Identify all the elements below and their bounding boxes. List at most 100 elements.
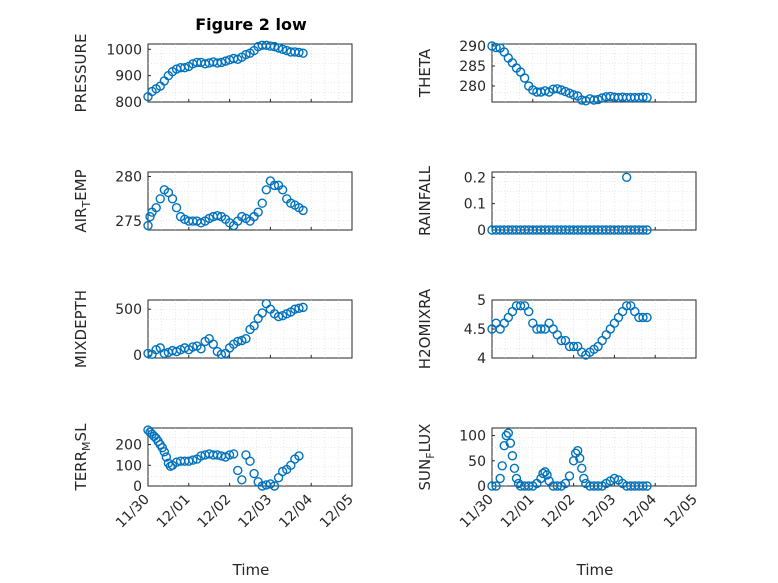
sun-flux-point xyxy=(503,428,514,438)
pressure-point xyxy=(220,56,231,66)
sun-flux-point xyxy=(638,481,648,491)
mixdepth-point xyxy=(159,348,170,359)
y-tick-label: 100 xyxy=(459,429,486,445)
y-tick-label: 4.5 xyxy=(464,322,486,338)
sun-flux-point xyxy=(509,463,520,474)
mixdepth-point xyxy=(257,308,267,318)
mixdepth-point xyxy=(216,349,227,360)
terr-msl-point xyxy=(245,456,255,466)
theta-point xyxy=(638,92,648,102)
terr-msl-point xyxy=(294,451,304,461)
y-tick-label: 285 xyxy=(459,59,486,75)
y-tick-label: 0 xyxy=(133,479,142,495)
y-tick-label: 280 xyxy=(459,79,486,95)
y-tick-label: 275 xyxy=(115,214,142,230)
theta-point xyxy=(568,90,579,100)
mixdepth-point xyxy=(208,339,218,349)
sun-flux-point xyxy=(497,461,507,471)
h2omixra-point xyxy=(568,341,579,352)
air-temp-y-label: AIRTEMP xyxy=(72,169,93,232)
pressure-grid xyxy=(148,44,352,102)
y-tick-label: 1000 xyxy=(106,42,142,58)
x-tick-label: 12/03 xyxy=(235,492,275,532)
h2omixra-y-label: H2OMIXRA xyxy=(416,288,434,369)
rainfall-point xyxy=(638,225,648,235)
pressure-y-label: PRESSURE xyxy=(72,34,90,113)
pressure-point xyxy=(294,47,304,58)
rainfall-panel: 0 0.1 0.2 RAINFALL xyxy=(416,165,697,239)
y-tick-label: 4 xyxy=(477,351,486,367)
terr-msl-point xyxy=(224,450,235,460)
sun-flux-point xyxy=(524,481,534,491)
mixdepth-point xyxy=(294,303,304,313)
air-temp-point xyxy=(277,185,288,195)
x-tick-label: 12/04 xyxy=(620,491,660,531)
mixdepth-point xyxy=(273,311,284,322)
pressure-point xyxy=(216,57,227,68)
sun-flux-point xyxy=(552,481,562,491)
h2omixra-point xyxy=(536,324,546,334)
sun-flux-point xyxy=(501,430,511,441)
pressure-point xyxy=(269,41,280,52)
terr-msl-point xyxy=(228,449,239,459)
sun-flux-point xyxy=(577,463,587,474)
sun-flux-point xyxy=(513,478,524,489)
theta-point xyxy=(552,84,562,94)
pressure-point xyxy=(241,49,251,60)
air-temp-point xyxy=(212,211,223,221)
y-tick-label: 50 xyxy=(468,454,486,470)
h2omixra-point xyxy=(524,306,534,317)
air-temp-point xyxy=(155,194,165,204)
x-axis-label-left: Time xyxy=(232,561,270,579)
sun-flux-point xyxy=(538,468,548,479)
sun-flux-point xyxy=(542,470,552,480)
sun-flux-point xyxy=(579,473,589,484)
h2omixra-point xyxy=(638,312,648,323)
h2omixra-panel: 4 4.5 5 H2OMIXRA xyxy=(416,288,697,369)
x-axis-label-right: Time xyxy=(576,561,614,579)
terr-msl-y-label: TERRMSL xyxy=(72,423,93,492)
y-tick-label: 280 xyxy=(115,169,142,185)
sun-flux-point xyxy=(505,438,516,448)
sun-flux-panel: 0 50 100 11/30 12/01 12/02 12/03 12/04 12/05 SUNF… xyxy=(416,424,701,532)
theta-point xyxy=(560,86,571,97)
pressure-point xyxy=(273,43,284,53)
pressure-point xyxy=(298,48,308,58)
air-temp-point xyxy=(171,202,182,213)
mixdepth-point xyxy=(249,321,259,331)
theta-point xyxy=(593,94,603,105)
y-tick-label: 800 xyxy=(115,95,142,111)
x-tick-label: 11/30 xyxy=(457,492,497,532)
air-temp-point xyxy=(167,194,178,204)
terr-msl-point xyxy=(249,468,259,479)
y-tick-label: 0 xyxy=(133,348,142,364)
terr-msl-point xyxy=(233,465,243,476)
rainfall-point xyxy=(642,225,652,235)
h2omixra-point xyxy=(515,301,526,311)
h2omixra-point xyxy=(621,301,632,311)
air-temp-point xyxy=(151,202,161,213)
rainfall-grid xyxy=(492,172,696,230)
mixdepth-point xyxy=(241,333,251,344)
theta-point xyxy=(519,73,530,83)
terr-msl-point xyxy=(159,447,170,457)
sun-flux-point xyxy=(495,473,505,484)
terr-msl-point xyxy=(161,452,172,462)
y-tick-label: 200 xyxy=(115,438,142,454)
y-tick-label: 100 xyxy=(115,458,142,474)
pressure-panel: 800 900 1000 PRESSURE xyxy=(72,34,353,113)
theta-panel: 280 285 290 THETA xyxy=(416,39,697,106)
sun-flux-point xyxy=(575,453,585,463)
air-temp-point xyxy=(253,207,263,217)
theta-y-label: THETA xyxy=(416,48,434,98)
mixdepth-point xyxy=(298,302,308,313)
x-tick-label: 12/05 xyxy=(317,492,357,532)
mixdepth-point xyxy=(233,336,243,347)
terr-msl-point xyxy=(188,455,198,465)
x-tick-label: 12/01 xyxy=(498,492,538,532)
y-tick-label: 0 xyxy=(477,479,486,495)
air-temp-point xyxy=(145,211,155,222)
mixdepth-panel: 0 500 MIXDEPTH xyxy=(72,290,353,368)
terr-msl-grid xyxy=(148,428,352,486)
terr-msl-point xyxy=(237,475,247,485)
